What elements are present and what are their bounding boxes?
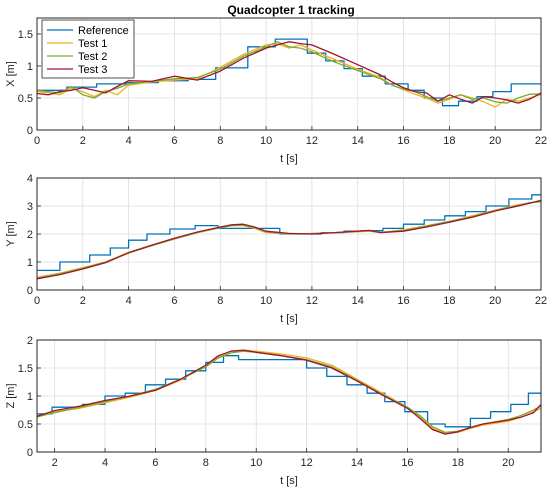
panel-z-yticks: 0 0.5 1 1.5 2 — [18, 335, 41, 459]
x-tick-label: 20 — [489, 295, 501, 307]
series-line-reference — [37, 355, 541, 428]
legend: Reference Test 1 Test 2 Test 3 — [41, 19, 135, 79]
x-tick-label: 0 — [34, 295, 40, 307]
y-tick-label: 1 — [27, 257, 33, 269]
panel-z-series — [36, 349, 542, 435]
y-tick-label: 1.5 — [18, 363, 33, 375]
panel-z-ylabel: Z [m] — [5, 383, 17, 408]
panel-z-xlabel: t [s] — [280, 475, 298, 487]
y-tick-label: 0.5 — [18, 419, 33, 431]
x-tick-label: 16 — [397, 295, 409, 307]
panel-x-yticks: 0 0.5 1 1.5 — [18, 29, 41, 137]
x-tick-label: 6 — [152, 457, 158, 469]
x-tick-label: 14 — [352, 135, 364, 147]
x-tick-label: 2 — [52, 457, 58, 469]
x-tick-label: 2 — [80, 295, 86, 307]
x-tick-label: 6 — [171, 295, 177, 307]
x-tick-label: 18 — [443, 295, 455, 307]
y-tick-label: 0 — [27, 285, 33, 297]
x-tick-label: 14 — [351, 457, 363, 469]
series-line-test3 — [36, 199, 542, 280]
x-tick-label: 4 — [126, 295, 132, 307]
y-tick-label: 3 — [27, 201, 33, 213]
panel-z-xticks: 2 4 6 8 10 12 14 16 18 20 — [52, 448, 514, 469]
x-tick-label: 2 — [80, 135, 86, 147]
x-tick-label: 8 — [203, 457, 209, 469]
legend-entry-test1: Test 1 — [78, 38, 107, 50]
panel-y-xticks: 0 2 4 6 8 10 12 14 16 18 20 22 — [34, 286, 547, 307]
y-tick-label: 2 — [27, 229, 33, 241]
panel-z: 2 4 6 8 10 12 14 16 18 20 0 0.5 1 1.5 2 t [s] Z [m] — [5, 335, 542, 487]
x-tick-label: 16 — [397, 135, 409, 147]
y-tick-label: 4 — [27, 173, 33, 185]
panel-y-ylabel: Y [m] — [5, 221, 17, 246]
x-tick-label: 18 — [443, 135, 455, 147]
series-line-test3 — [36, 41, 542, 104]
x-tick-label: 10 — [260, 295, 272, 307]
panel-x: 0 2 4 6 8 10 12 14 16 18 20 22 0 0.5 1 1.5 t [s] X [m]… — [5, 17, 547, 165]
panel-x-frame — [36, 17, 542, 131]
figure-title: Quadcopter 1 tracking — [227, 3, 354, 17]
legend-entry-reference: Reference — [78, 25, 129, 37]
panel-x-xticks: 0 2 4 6 8 10 12 14 16 18 20 22 — [34, 126, 547, 147]
x-tick-label: 10 — [250, 457, 262, 469]
panel-y-series — [36, 194, 542, 280]
series-line-test3 — [36, 349, 542, 435]
panel-y-yticks: 0 1 2 3 4 — [27, 173, 41, 297]
legend-entry-test2: Test 2 — [78, 51, 107, 63]
x-tick-label: 10 — [260, 135, 272, 147]
x-tick-label: 12 — [306, 135, 318, 147]
x-tick-label: 22 — [535, 135, 547, 147]
y-tick-label: 0 — [27, 125, 33, 137]
legend-entry-test3: Test 3 — [78, 64, 107, 76]
x-tick-label: 4 — [102, 457, 108, 469]
x-tick-label: 6 — [171, 135, 177, 147]
x-tick-label: 8 — [217, 295, 223, 307]
y-tick-label: 0 — [27, 447, 33, 459]
x-tick-label: 0 — [34, 135, 40, 147]
y-tick-label: 1 — [27, 61, 33, 73]
y-tick-label: 0.5 — [18, 93, 33, 105]
x-tick-label: 12 — [301, 457, 313, 469]
y-tick-label: 2 — [27, 335, 33, 347]
x-tick-label: 8 — [217, 135, 223, 147]
panel-x-ylabel: X [m] — [5, 61, 17, 87]
panel-x-xlabel: t [s] — [280, 153, 298, 165]
x-tick-label: 12 — [306, 295, 318, 307]
y-tick-label: 1.5 — [18, 29, 33, 41]
x-tick-label: 20 — [502, 457, 514, 469]
series-line-reference — [37, 38, 541, 107]
x-tick-label: 20 — [489, 135, 501, 147]
y-tick-label: 1 — [27, 391, 33, 403]
panel-x-series — [36, 38, 542, 108]
x-tick-label: 22 — [535, 295, 547, 307]
x-tick-label: 18 — [452, 457, 464, 469]
x-tick-label: 4 — [126, 135, 132, 147]
x-tick-label: 16 — [401, 457, 413, 469]
panel-y-xlabel: t [s] — [280, 313, 298, 325]
x-tick-label: 14 — [352, 295, 364, 307]
